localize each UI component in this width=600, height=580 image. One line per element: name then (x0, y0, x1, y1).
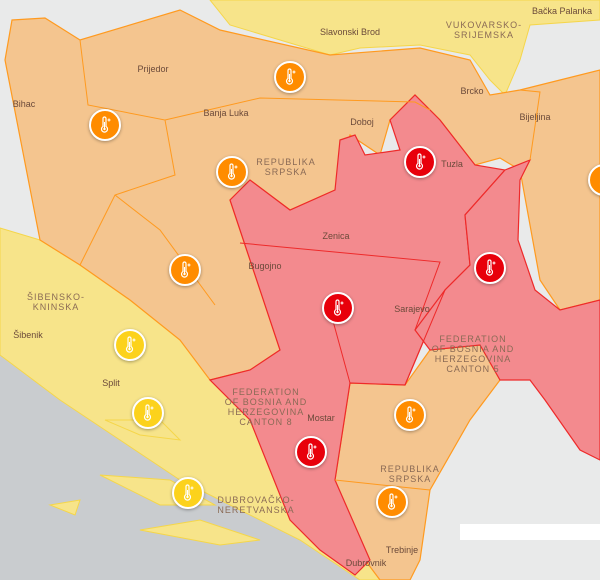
place-label: Trebinje (385, 545, 419, 555)
region-line: DUBROVAČKO- (217, 495, 295, 505)
region-label: REPUBLIKA SRPSKA (256, 157, 316, 177)
region-label: FEDERATION OF BOSNIA AND HERZEGOVINA CANTON… (432, 334, 515, 374)
warning-marker-yellow[interactable] (132, 397, 164, 429)
thermometer-icon (125, 336, 136, 353)
thermometer-icon (100, 116, 111, 133)
thermometer-icon (599, 183, 600, 185)
warning-marker-yellow[interactable] (172, 477, 204, 509)
place-label: Sarajevo (394, 304, 430, 314)
thermometer-icon (285, 68, 296, 85)
region-line: REPUBLIKA (256, 157, 316, 167)
place-label: Brcko (460, 86, 484, 96)
region-line: VUKOVARSKO- (445, 20, 523, 30)
attribution-bar (460, 524, 600, 540)
thermometer-icon (180, 261, 191, 278)
warning-marker-yellow[interactable] (114, 329, 146, 361)
region-line: HERZEGOVINA (434, 354, 512, 364)
region-line: NERETVANSKA (217, 505, 295, 515)
warning-marker-orange[interactable] (169, 254, 201, 286)
region-line: HERZEGOVINA (227, 407, 305, 417)
yellow-zone-croatia-north (209, 0, 600, 96)
region-label: DUBROVAČKO- NERETVANSKA (217, 495, 294, 515)
place-label: Prijedor (137, 64, 169, 74)
place-label: Šibenik (13, 330, 43, 340)
thermometer-icon (333, 299, 344, 316)
region-line: FEDERATION (232, 387, 300, 397)
place-label: Zenica (322, 231, 350, 241)
region-label: ŠIBENSKO- KNINSKA (27, 292, 85, 312)
yellow-islands (48, 419, 261, 546)
region-label: FEDERATION OF BOSNIA AND HERZEGOVINA CANTON… (225, 387, 308, 427)
place-label: Bačka Palanka (531, 6, 593, 16)
place-label: Doboj (350, 117, 374, 127)
thermometer-icon (183, 484, 194, 501)
warning-marker-orange[interactable] (89, 109, 121, 141)
region-label: REPUBLIKA SRPSKA (380, 464, 440, 484)
place-label: Bihac (12, 99, 36, 109)
thermometer-icon (143, 404, 154, 421)
region-label: VUKOVARSKO- SRIJEMSKA (446, 20, 522, 40)
thermometer-icon (306, 443, 317, 460)
warning-marker-orange[interactable] (394, 399, 426, 431)
place-label: Banja Luka (203, 108, 249, 118)
region-line: OF BOSNIA AND (431, 344, 515, 354)
warning-marker-red[interactable] (474, 252, 506, 284)
warning-marker-red[interactable] (404, 146, 436, 178)
warning-marker-orange[interactable] (274, 61, 306, 93)
warning-marker-orange[interactable] (376, 486, 408, 518)
region-line: ŠIBENSKO- (26, 292, 86, 302)
thermometer-icon (405, 406, 416, 423)
region-line: CANTON 5 (446, 364, 500, 374)
place-label: Tuzla (441, 159, 463, 169)
place-label: Bugojno (248, 261, 282, 271)
place-label: Bijeljina (519, 112, 551, 122)
region-line: SRIJEMSKA (453, 30, 515, 40)
zone-borders (79, 39, 541, 491)
thermometer-icon (415, 153, 426, 170)
place-label: Dubrovnik (345, 558, 387, 568)
place-label: Split (102, 378, 120, 388)
warning-marker-red[interactable] (295, 436, 327, 468)
region-line: OF BOSNIA AND (224, 397, 308, 407)
region-line: CANTON 8 (239, 417, 293, 427)
warning-marker-red[interactable] (322, 292, 354, 324)
thermometer-icon (485, 259, 496, 276)
place-label: Mostar (307, 413, 335, 423)
region-line: REPUBLIKA (380, 464, 440, 474)
region-line: FEDERATION (439, 334, 507, 344)
thermometer-icon (387, 493, 398, 510)
place-label: Slavonski Brod (319, 27, 381, 37)
warning-marker-orange[interactable] (216, 156, 248, 188)
region-line: SRPSKA (264, 167, 308, 177)
thermometer-icon (227, 163, 238, 180)
region-line: KNINSKA (32, 302, 80, 312)
region-line: SRPSKA (388, 474, 432, 484)
